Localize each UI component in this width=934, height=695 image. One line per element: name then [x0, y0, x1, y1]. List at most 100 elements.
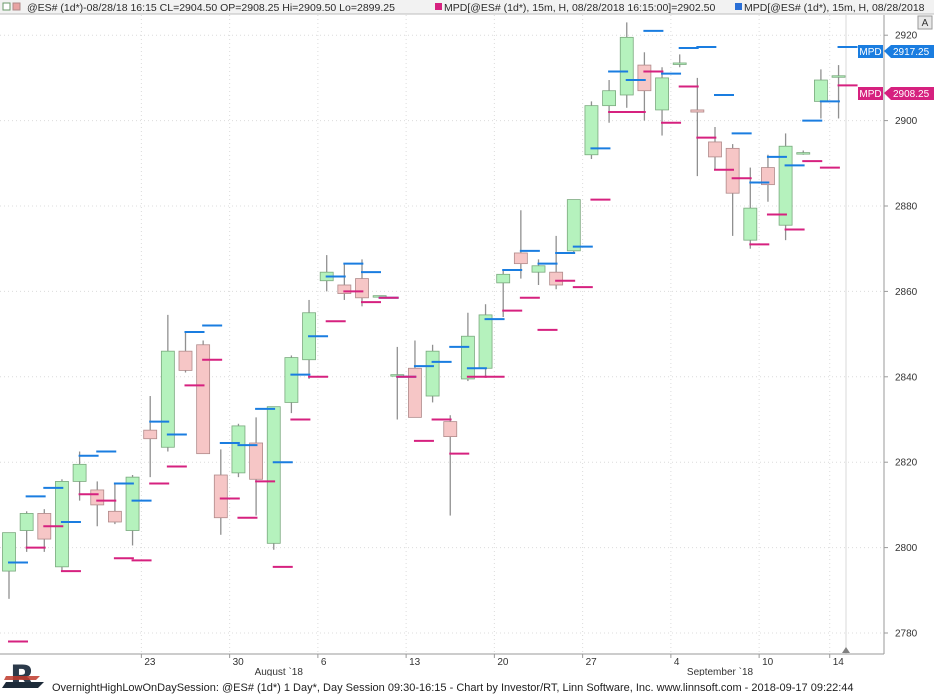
x-tick-label: 4 — [674, 657, 680, 668]
marker-mpd-high: MPD 2917.25 — [858, 45, 934, 58]
candle-2 — [37, 509, 52, 552]
candle-9 — [160, 314, 175, 452]
footer-caption: OvernightHighLowOnDaySession: @ES# (1d*)… — [52, 682, 854, 694]
candle-36 — [637, 52, 652, 121]
candle-40 — [708, 127, 722, 170]
candle-body — [355, 278, 369, 299]
candle-23 — [408, 340, 422, 418]
marker-mpd-high-box — [884, 45, 934, 58]
x-tick-label: 20 — [497, 657, 509, 668]
candle-15 — [266, 406, 281, 550]
panel-a-button[interactable] — [917, 15, 933, 30]
candle-47 — [831, 65, 846, 119]
header-bar — [0, 0, 934, 14]
mpd-markers — [8, 29, 858, 643]
candle-28 — [496, 270, 511, 318]
candle-body — [566, 199, 581, 252]
candle-body — [266, 406, 281, 544]
candle-body — [814, 79, 828, 102]
candle-body — [690, 109, 705, 113]
candle-33 — [584, 101, 599, 160]
marker-mpd-low-box — [884, 87, 934, 100]
candles — [2, 22, 846, 599]
marker-mpd-high-value: 2917.25 — [893, 47, 930, 58]
series1-swatch-up — [2, 2, 11, 11]
candle-body — [284, 357, 299, 403]
candle-body — [408, 367, 422, 418]
candle-body — [584, 105, 599, 156]
candle-body — [708, 141, 722, 158]
candle-11 — [196, 340, 211, 455]
candle-body — [531, 265, 546, 273]
candle-5 — [90, 481, 105, 527]
candle-body — [160, 350, 175, 448]
candle-body — [19, 513, 34, 531]
candle-body — [90, 489, 105, 506]
y-tick-label: 2900 — [895, 116, 918, 127]
candle-body — [178, 350, 193, 371]
candle-12 — [213, 449, 228, 535]
candle-body — [637, 64, 652, 92]
candle-42 — [743, 167, 758, 249]
scroll-triangle-icon[interactable] — [842, 647, 850, 653]
candle-body — [655, 77, 669, 111]
candle-1 — [19, 511, 34, 552]
candle-body — [602, 90, 616, 107]
candle-38 — [672, 54, 687, 68]
x-tick-label: 27 — [586, 657, 598, 668]
candle-body — [761, 167, 775, 186]
series3-swatch — [735, 3, 742, 10]
candle-46 — [814, 69, 828, 119]
candle-body — [778, 145, 793, 226]
candle-8 — [143, 396, 158, 478]
x-tick-label: 13 — [409, 657, 421, 668]
candle-body — [513, 252, 528, 265]
candle-4 — [72, 451, 87, 501]
x-axis-ticks: 23 30 6 13 20 27 4 10 14 August `18 September `18 — [140, 654, 844, 678]
candle-39 — [690, 77, 705, 177]
x-month-label: September `18 — [687, 666, 754, 678]
marker-mpd-low-label: MPD — [859, 89, 881, 100]
candle-body — [337, 284, 352, 294]
candle-body — [725, 147, 740, 194]
x-tick-label: 23 — [144, 657, 156, 668]
series2-swatch — [435, 3, 442, 10]
panel-a-label: A — [922, 18, 929, 29]
candle-19 — [337, 263, 352, 300]
grid — [0, 15, 884, 654]
candle-body — [72, 463, 87, 482]
candle-body — [108, 510, 122, 523]
investor-rt-logo-icon: R — [2, 658, 44, 695]
candle-body — [196, 344, 211, 455]
candle-body — [213, 474, 228, 519]
candle-22 — [390, 346, 405, 420]
candle-body — [672, 62, 687, 65]
candle-body — [425, 350, 440, 397]
candle-20 — [355, 259, 369, 307]
series1-swatch — [12, 2, 21, 11]
x-month-label: August `18 — [255, 666, 304, 678]
x-tick-label: 30 — [233, 657, 245, 668]
candle-body — [2, 532, 16, 572]
marker-mpd-high-label: MPD — [859, 47, 881, 58]
candle-body — [249, 442, 264, 480]
candle-body — [143, 429, 158, 440]
candle-body — [460, 335, 475, 380]
x-tick-label: 10 — [762, 657, 774, 668]
y-axis-ticks: 2780 2800 2820 2840 2860 2880 2900 2920 — [884, 31, 918, 640]
candle-body — [743, 207, 758, 241]
candle-17 — [302, 299, 316, 379]
candle-6 — [108, 483, 122, 525]
candle-43 — [761, 154, 775, 202]
candle-body — [55, 481, 69, 568]
candle-body — [496, 273, 511, 284]
candle-body — [231, 425, 246, 474]
candle-29 — [513, 210, 528, 279]
candle-34 — [602, 80, 616, 123]
candle-24 — [425, 344, 440, 403]
footer-bar — [0, 676, 934, 695]
candle-32 — [566, 199, 581, 253]
y-tick-label: 2880 — [895, 202, 918, 213]
candle-body — [478, 314, 493, 369]
